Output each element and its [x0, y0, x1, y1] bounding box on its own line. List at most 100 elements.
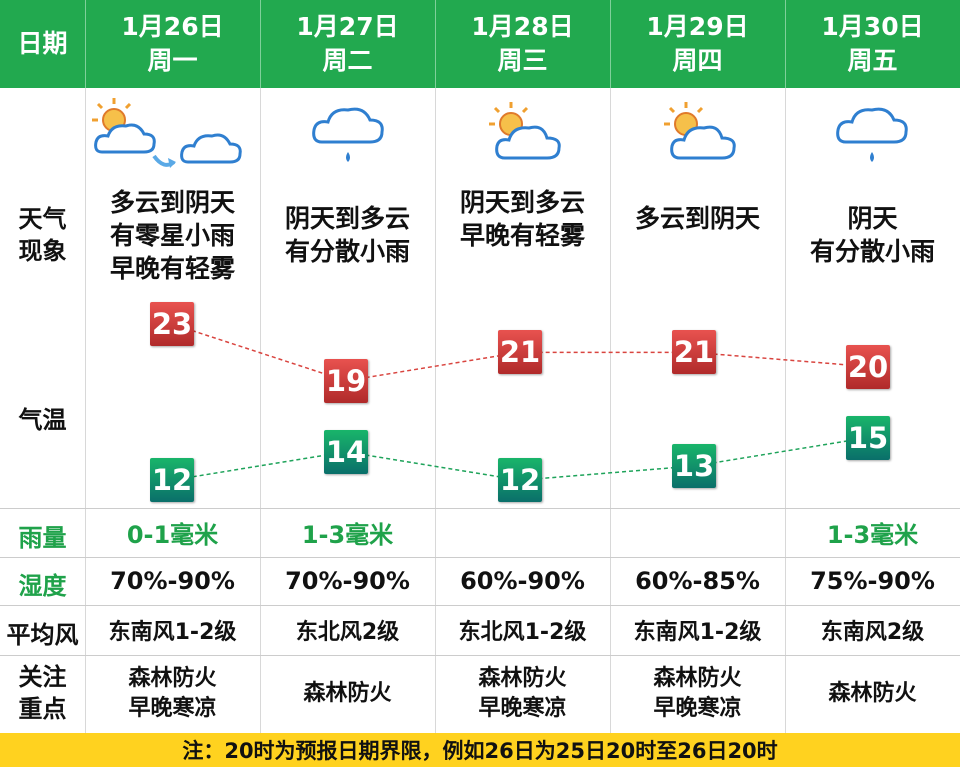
description-line: 有零星小雨 [109, 221, 235, 250]
weather-description: 多云到阴天 有零星小雨 早晚有轻雾 [85, 186, 260, 285]
label-line: 天气 [18, 205, 67, 233]
high-temp-badge: 19 [324, 358, 368, 403]
day-weekday: 周二 [322, 46, 373, 75]
humidity-value: 70%-90% [285, 567, 410, 595]
focus-row-label: 关注 重点 [0, 661, 85, 725]
focus-note: 森林防火 早晚寒凉 [435, 655, 610, 733]
day-date: 1月26日 [121, 12, 224, 41]
weather-description: 阴天到多云 早晚有轻雾 [435, 186, 610, 252]
row-divider [0, 557, 960, 558]
description-line: 有分散小雨 [284, 237, 410, 266]
day-weekday: 周一 [147, 46, 198, 75]
focus-note: 森林防火 [785, 655, 960, 733]
date-column-label: 日期 [17, 29, 68, 58]
header-divider [785, 0, 786, 88]
partly-cloudy-icon [489, 102, 561, 160]
label-line: 重点 [18, 695, 67, 723]
focus-line: 森林防火 [828, 681, 917, 706]
description-line: 阴天到多云 [284, 204, 410, 233]
column-divider [610, 88, 611, 508]
light-rain-cloud-icon [312, 107, 384, 162]
day-date: 1月28日 [471, 12, 574, 41]
day-weekday: 周四 [672, 46, 723, 75]
footer-note: 注：20时为预报日期界限，例如26日为25日20时至26日20时 [0, 733, 960, 767]
header-divider [435, 0, 436, 88]
day-date: 1月27日 [296, 12, 399, 41]
low-temp-badge: 15 [846, 415, 890, 460]
column-divider [260, 88, 261, 508]
wind-value: 东南风2级 [820, 620, 925, 645]
row-divider [0, 508, 960, 509]
humidity-value: 70%-90% [110, 567, 235, 595]
day-header-5: 1月30日 周五 [785, 0, 960, 88]
description-line: 阴天到多云 [459, 188, 585, 217]
focus-line: 森林防火 [303, 681, 392, 706]
low-temp-badge: 12 [150, 458, 194, 503]
focus-note: 森林防火 早晚寒凉 [85, 655, 260, 733]
weather-row-label: 天气 现象 [0, 203, 85, 267]
description-line: 早晚有轻雾 [109, 254, 235, 283]
rain-amount [610, 508, 785, 557]
day-weekday: 周五 [847, 46, 898, 75]
column-divider [260, 508, 261, 733]
description-line: 有分散小雨 [809, 237, 935, 266]
focus-line: 森林防火 [128, 666, 217, 691]
weather-description: 阴天到多云 有分散小雨 [260, 202, 435, 268]
day-date: 1月30日 [821, 12, 924, 41]
date-header-row: 日期 1月26日 周一 1月27日 周二 1月28日 周三 1月29日 周四 1… [0, 0, 960, 88]
high-temp-badge: 20 [846, 344, 890, 389]
focus-line: 森林防火 [478, 666, 567, 691]
wind-value: 东北风1-2级 [458, 620, 587, 645]
description-line: 多云到阴天 [634, 204, 760, 233]
description-line: 早晚有轻雾 [459, 221, 585, 250]
high-temp-badge: 21 [672, 330, 716, 375]
humidity-value: 60%-85% [635, 567, 760, 595]
rain-row-label: 雨量 [18, 524, 67, 552]
focus-line: 早晚寒凉 [653, 696, 742, 721]
humidity-row-label: 湿度 [18, 572, 67, 600]
wind-row-label: 平均风 [6, 621, 79, 649]
wind-value: 东南风1-2级 [633, 620, 762, 645]
temperature-row-label: 气温 [18, 406, 67, 434]
weather-description: 多云到阴天 [610, 202, 785, 235]
column-divider [435, 508, 436, 733]
focus-line: 早晚寒凉 [128, 696, 217, 721]
day-weekday: 周三 [497, 46, 548, 75]
rain-amount [435, 508, 610, 557]
day-header-1: 1月26日 周一 [85, 0, 260, 88]
header-divider [260, 0, 261, 88]
high-temp-badge: 21 [498, 330, 542, 375]
label-line: 现象 [18, 237, 67, 265]
column-divider [85, 88, 86, 508]
description-line: 多云到阴天 [109, 188, 235, 217]
day-date: 1月29日 [646, 12, 749, 41]
column-divider [610, 508, 611, 733]
low-temp-badge: 13 [672, 444, 716, 488]
focus-line: 早晚寒凉 [478, 696, 567, 721]
row-divider [0, 605, 960, 606]
partly-cloudy-to-cloudy-icon [92, 98, 242, 168]
description-line: 阴天 [847, 204, 898, 233]
focus-note: 森林防火 [260, 655, 435, 733]
column-divider [435, 88, 436, 508]
column-divider [785, 508, 786, 733]
humidity-value: 60%-90% [460, 567, 585, 595]
label-line: 关注 [18, 663, 67, 691]
partly-cloudy-icon [664, 102, 736, 160]
column-divider [85, 508, 86, 733]
low-temp-badge: 14 [324, 429, 368, 474]
day-header-2: 1月27日 周二 [260, 0, 435, 88]
focus-line: 森林防火 [653, 666, 742, 691]
rain-amount: 1-3毫米 [301, 521, 394, 549]
focus-note: 森林防火 早晚寒凉 [610, 655, 785, 733]
weather-description: 阴天 有分散小雨 [785, 202, 960, 268]
light-rain-cloud-icon [836, 107, 908, 162]
column-divider [785, 88, 786, 508]
rain-amount: 1-3毫米 [826, 521, 919, 549]
rain-amount: 0-1毫米 [126, 521, 219, 549]
header-divider [85, 0, 86, 88]
humidity-value: 75%-90% [810, 567, 935, 595]
day-header-3: 1月28日 周三 [435, 0, 610, 88]
wind-value: 东北风2级 [295, 620, 400, 645]
header-divider [610, 0, 611, 88]
